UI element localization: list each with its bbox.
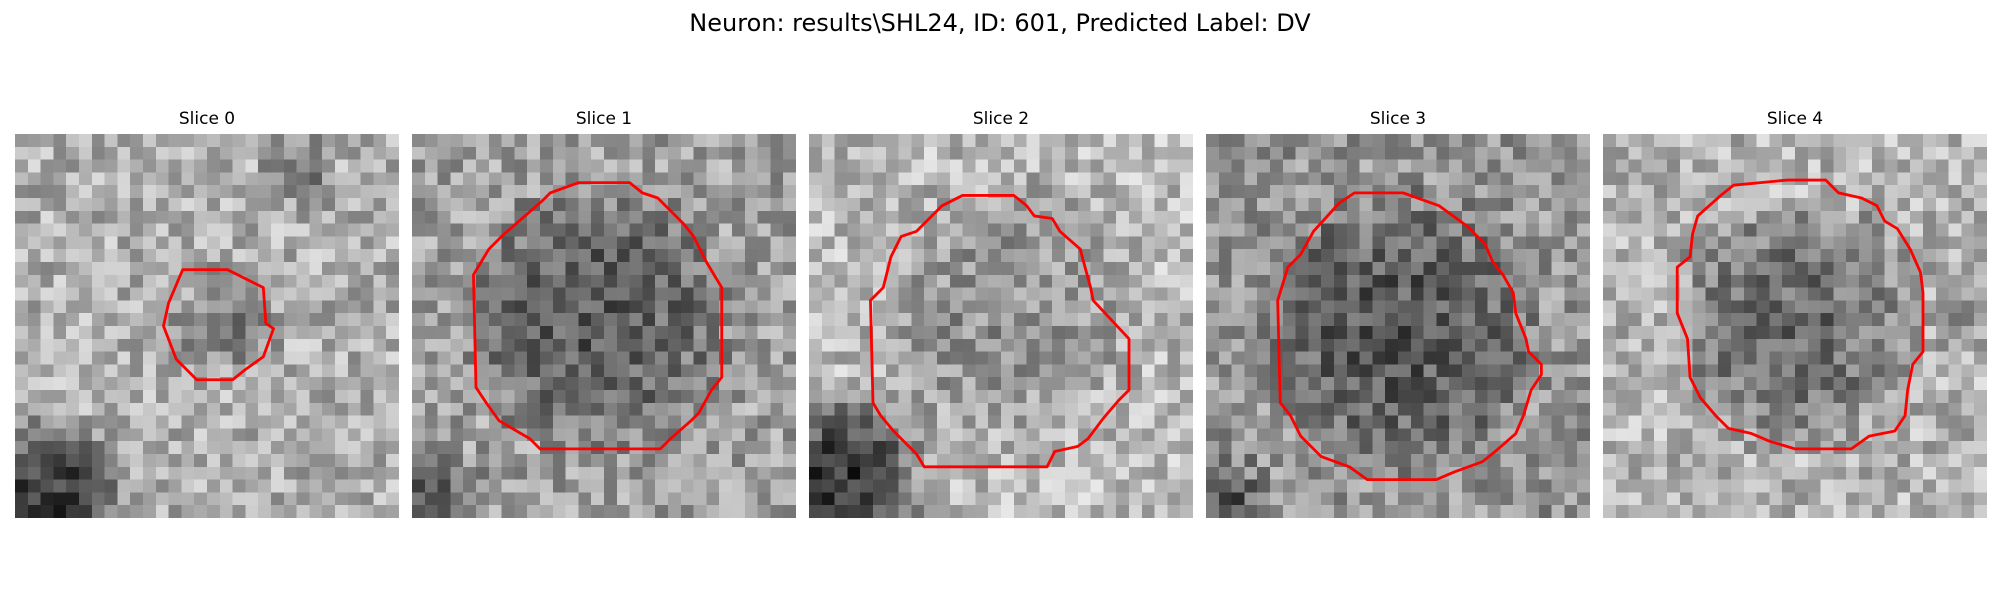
slice-image-3 xyxy=(1206,134,1590,518)
slice-title-4: Slice 4 xyxy=(1766,109,1824,129)
slice-panel-0: Slice 0 xyxy=(15,108,399,518)
slice-image-1 xyxy=(412,134,796,518)
slice-0-pixel-grid xyxy=(15,134,399,518)
slice-4-contour xyxy=(1675,178,1925,451)
slice-image-2 xyxy=(809,134,1193,518)
slice-title-3: Slice 3 xyxy=(1369,109,1427,129)
slice-4-pixel-grid xyxy=(1603,134,1987,518)
slice-panel-3: Slice 3 xyxy=(1206,108,1590,518)
slice-1-pixel-grid xyxy=(412,134,796,518)
slice-panel-1: Slice 1 xyxy=(412,108,796,518)
slice-image-0 xyxy=(15,134,399,518)
slice-1-contour xyxy=(472,181,724,451)
slice-title-0: Slice 0 xyxy=(178,109,236,129)
slice-title-1: Slice 1 xyxy=(575,109,633,129)
slice-title-2: Slice 2 xyxy=(972,109,1030,129)
slice-0-contour xyxy=(162,268,275,382)
slice-3-contour xyxy=(1276,191,1543,482)
slice-image-4 xyxy=(1603,134,1987,518)
slice-3-pixel-grid xyxy=(1206,134,1590,518)
slice-panel-4: Slice 4 xyxy=(1603,108,1987,518)
slice-panel-2: Slice 2 xyxy=(809,108,1193,518)
slice-2-pixel-grid xyxy=(809,134,1193,518)
figure-title: Neuron: results\SHL24, ID: 601, Predicte… xyxy=(689,9,1311,37)
slice-2-contour xyxy=(869,194,1131,469)
